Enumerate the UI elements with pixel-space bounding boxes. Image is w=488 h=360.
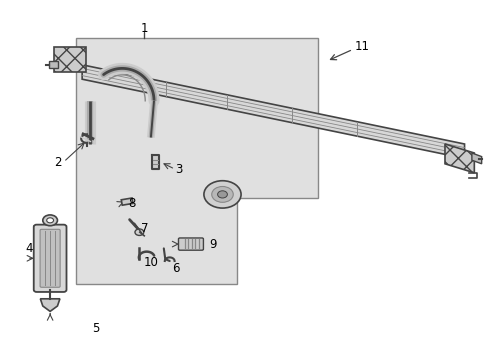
Polygon shape <box>471 153 481 164</box>
Polygon shape <box>121 198 133 205</box>
Text: 6: 6 <box>172 262 180 275</box>
Text: 11: 11 <box>354 40 368 53</box>
Text: 7: 7 <box>140 222 148 235</box>
Circle shape <box>135 229 143 235</box>
Text: 4: 4 <box>25 242 33 255</box>
Text: 9: 9 <box>208 238 216 251</box>
Polygon shape <box>444 144 473 173</box>
FancyBboxPatch shape <box>40 229 60 287</box>
FancyBboxPatch shape <box>34 225 66 292</box>
Polygon shape <box>151 155 159 169</box>
FancyBboxPatch shape <box>178 238 203 250</box>
Text: 8: 8 <box>128 197 136 210</box>
Circle shape <box>42 215 58 226</box>
Polygon shape <box>40 299 60 311</box>
Circle shape <box>211 186 233 202</box>
Polygon shape <box>54 47 85 72</box>
Circle shape <box>203 181 241 208</box>
Text: 3: 3 <box>174 163 182 176</box>
Circle shape <box>46 218 53 223</box>
Text: 2: 2 <box>54 156 61 169</box>
Circle shape <box>217 191 227 198</box>
Polygon shape <box>49 61 58 68</box>
Text: 10: 10 <box>144 256 159 269</box>
Text: 1: 1 <box>140 22 148 35</box>
Polygon shape <box>76 38 317 284</box>
Text: 5: 5 <box>91 322 99 335</box>
Polygon shape <box>82 65 464 158</box>
